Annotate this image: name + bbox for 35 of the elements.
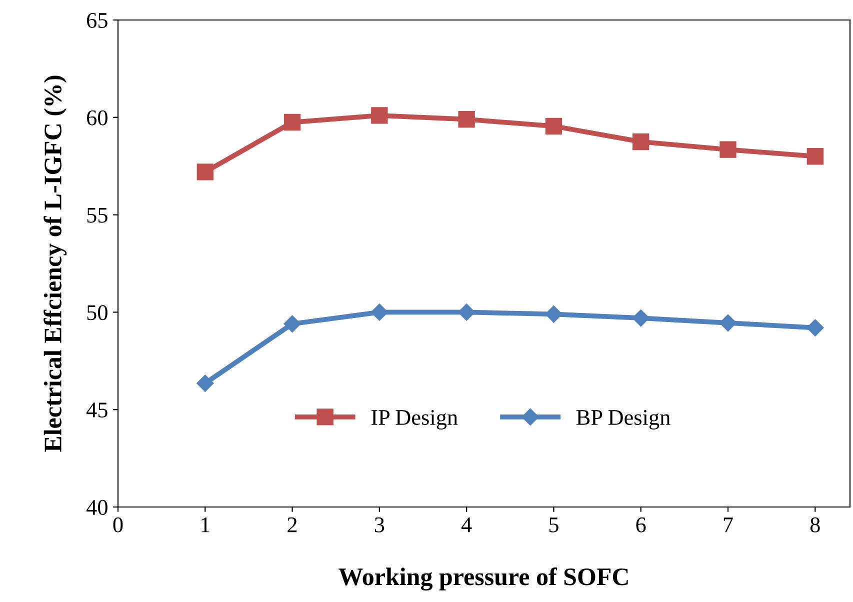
x-tick-label: 8 xyxy=(810,517,820,532)
x-tick-label: 3 xyxy=(374,517,384,532)
y-tick-label: 60 xyxy=(87,110,108,126)
y-tick-label: 50 xyxy=(87,305,108,320)
y-tick-label: 55 xyxy=(87,208,108,223)
x-tick-label: 0 xyxy=(113,517,123,532)
y-tick-label: 45 xyxy=(86,402,108,418)
point xyxy=(458,304,476,321)
legend-label: BP Design xyxy=(576,410,670,430)
point xyxy=(632,133,650,150)
x-tick-label: 5 xyxy=(549,518,558,532)
point xyxy=(196,164,214,180)
legend-label: IP Design xyxy=(371,410,458,430)
point xyxy=(806,148,824,165)
point xyxy=(719,314,737,332)
point xyxy=(545,118,562,134)
y-tick-label: 40 xyxy=(86,500,108,515)
point xyxy=(458,111,475,128)
x-tick-label: 2 xyxy=(288,517,297,532)
point xyxy=(370,304,388,321)
x-tick-label: 1 xyxy=(202,517,210,532)
point xyxy=(720,141,736,158)
point xyxy=(284,315,301,332)
point xyxy=(545,306,562,323)
point xyxy=(632,309,650,327)
point xyxy=(371,107,388,124)
point xyxy=(806,319,824,336)
x-tick-label: 7 xyxy=(724,518,733,532)
y-axis-title: Electrical Effciency of L-IGFC (%) xyxy=(44,76,67,452)
x-tick-label: 4 xyxy=(461,518,472,532)
point xyxy=(196,374,214,392)
x-axis-title: Working pressure of SOFC xyxy=(338,567,628,591)
point xyxy=(284,114,301,131)
x-tick-label: 6 xyxy=(636,517,646,532)
y-tick-label: 65 xyxy=(87,12,108,28)
